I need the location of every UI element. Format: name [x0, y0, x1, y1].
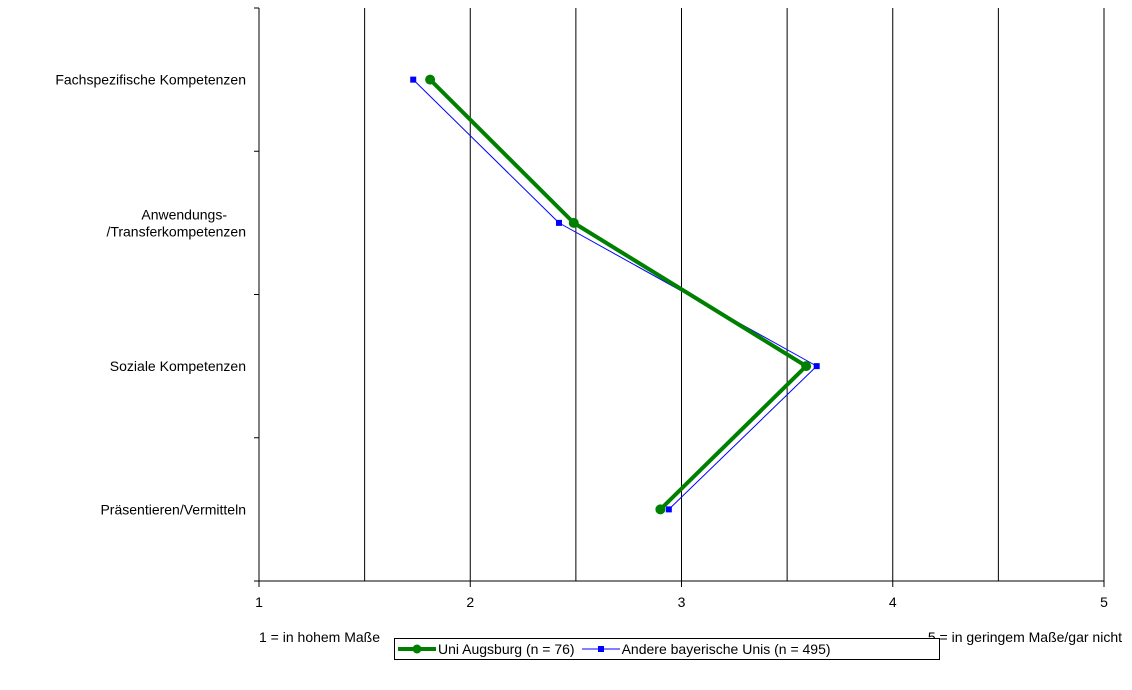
category-label: Anwendungs-/Transferkompetenzen	[106, 206, 246, 239]
data-point	[555, 219, 562, 226]
legend-item-uni-augsburg: Uni Augsburg (n = 76)	[398, 641, 575, 657]
data-point	[665, 506, 672, 513]
category-label: Präsentieren/Vermitteln	[100, 501, 246, 517]
legend-label: Uni Augsburg (n = 76)	[438, 641, 575, 657]
data-point	[410, 76, 417, 83]
category-label: Fachspezifische Kompetenzen	[55, 72, 246, 88]
data-point	[655, 504, 666, 515]
x-tick-label: 4	[889, 594, 897, 610]
data-point	[801, 361, 812, 372]
x-tick-label: 5	[1100, 594, 1108, 610]
grid-lines	[364, 8, 1105, 581]
axes	[254, 7, 1105, 587]
data-point	[813, 363, 820, 370]
legend-label: Andere bayerische Unis (n = 495)	[621, 641, 831, 657]
x-tick-label: 3	[678, 594, 686, 610]
legend-marker-andere-unis-icon	[581, 646, 620, 652]
series-line	[412, 79, 818, 510]
data-point	[568, 217, 579, 228]
series-line	[428, 78, 809, 511]
category-label: Soziale Kompetenzen	[110, 358, 246, 374]
legend-item-andere-unis: Andere bayerische Unis (n = 495)	[581, 641, 831, 657]
scale-anchor-right: 5 = in geringem Maße/gar nicht	[928, 629, 1122, 645]
x-tick-label: 1	[255, 594, 263, 610]
x-tick-label: 2	[466, 594, 474, 610]
series-group	[410, 74, 820, 515]
labels: 1 2 3 4 5 Fachspezifische Kompetenzen Anwendun…	[55, 72, 1122, 645]
data-point	[425, 74, 436, 85]
scale-anchor-left: 1 = in hohem Maße	[259, 629, 380, 645]
legend: Uni Augsburg (n = 76) Andere bayerische …	[394, 638, 940, 660]
legend-marker-uni-augsburg-icon	[398, 644, 436, 654]
